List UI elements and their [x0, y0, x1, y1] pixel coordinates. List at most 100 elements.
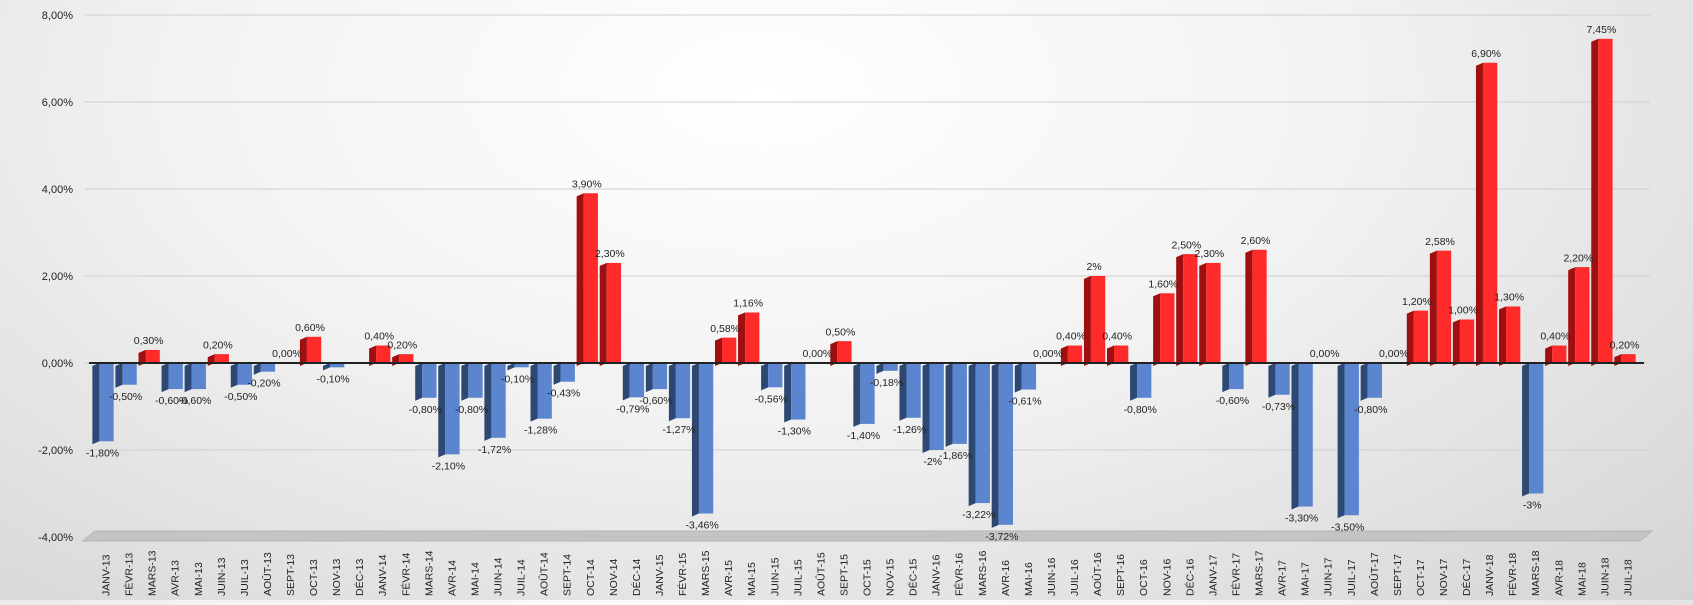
- bar: [1160, 293, 1175, 363]
- x-category-label: FÉVR-13: [123, 553, 136, 596]
- x-category-label: FÉVR-14: [399, 553, 412, 596]
- data-label: -3,46%: [685, 520, 718, 532]
- bar: [191, 363, 206, 390]
- x-category-label: SEPT-13: [285, 554, 297, 596]
- bar-side-face: [1153, 293, 1161, 366]
- x-category-label: OCT-16: [1138, 559, 1150, 596]
- bar: [1621, 354, 1636, 363]
- bar: [1137, 363, 1152, 398]
- bar: [721, 337, 737, 363]
- y-tick-label: 4,00%: [42, 184, 73, 196]
- bar-side-face: [138, 349, 146, 366]
- data-label: -1,27%: [662, 424, 695, 436]
- x-category-label: FÉVR-16: [953, 553, 966, 596]
- x-category-label: JUIL-16: [1069, 559, 1081, 596]
- x-category-label: MAI-14: [469, 562, 481, 596]
- data-label: -0,80%: [1124, 404, 1157, 416]
- bar: [537, 363, 552, 419]
- bar-side-face: [1291, 363, 1299, 510]
- bar: [1183, 254, 1198, 363]
- bar-side-face: [830, 341, 838, 366]
- x-category-label: JUIN-17: [1323, 557, 1335, 596]
- data-label: -0,61%: [1008, 396, 1041, 408]
- x-category-label: JUIN-15: [769, 557, 781, 596]
- bars: [92, 38, 1636, 528]
- data-label: -0,10%: [501, 373, 534, 385]
- bar-side-face: [369, 345, 377, 366]
- data-label: 0,30%: [134, 335, 164, 347]
- x-category-label: FÉVR-18: [1506, 553, 1519, 596]
- bar-side-face: [1360, 363, 1368, 401]
- bar-side-face: [1176, 254, 1184, 366]
- bar-side-face: [714, 337, 722, 366]
- data-label: 2,30%: [595, 248, 625, 260]
- x-category-label: FÉVR-17: [1229, 553, 1242, 596]
- x-category-label: MAI-15: [746, 562, 758, 596]
- bar: [260, 363, 276, 372]
- bar-side-face: [945, 363, 953, 447]
- bar: [445, 363, 460, 455]
- bar: [329, 363, 345, 368]
- x-category-label: AVR-17: [1277, 560, 1289, 596]
- bar-side-face: [1014, 363, 1022, 393]
- bar-side-face: [645, 363, 653, 393]
- bar-side-face: [622, 363, 630, 401]
- data-label: -3,22%: [962, 509, 995, 521]
- y-tick-label: 6,00%: [42, 97, 73, 109]
- data-label: 0,60%: [295, 322, 325, 334]
- bar-side-face: [1452, 319, 1460, 366]
- data-label: 7,45%: [1587, 24, 1617, 36]
- bar: [1298, 363, 1313, 507]
- bar-side-face: [1083, 276, 1091, 366]
- y-tick-label: 2,00%: [42, 271, 73, 283]
- bar-side-face: [1268, 363, 1276, 398]
- x-category-label: MARS-15: [700, 550, 712, 596]
- data-label: -0,10%: [316, 373, 349, 385]
- bar-side-face: [853, 363, 861, 427]
- bar: [422, 363, 437, 398]
- x-category-label: JANV-16: [931, 554, 943, 596]
- bar-side-face: [1522, 363, 1530, 497]
- data-label: -0,50%: [109, 391, 142, 403]
- bar: [1229, 363, 1244, 390]
- gridlines: [85, 14, 1650, 538]
- bar: [698, 363, 714, 514]
- y-tick-label: -4,00%: [38, 532, 73, 544]
- data-label: 1,00%: [1448, 305, 1478, 317]
- x-category-label: NOV-17: [1438, 558, 1450, 596]
- x-category-label: AVR-13: [170, 560, 182, 596]
- x-category-label: OCT-17: [1415, 559, 1427, 596]
- bar: [952, 363, 967, 444]
- bar-side-face: [115, 363, 123, 388]
- y-tick-label: -2,00%: [38, 445, 73, 457]
- x-category-label: DÉC-15: [907, 558, 920, 596]
- bar-side-face: [922, 363, 930, 453]
- data-label: -1,40%: [847, 430, 880, 442]
- bar-side-face: [1545, 345, 1553, 366]
- bar-side-face: [184, 363, 192, 393]
- data-label: 0,40%: [364, 331, 394, 343]
- bar: [1206, 262, 1221, 363]
- bar: [1459, 319, 1475, 363]
- x-category-label: JUIL-15: [792, 559, 804, 596]
- bar: [791, 363, 806, 420]
- bar-side-face: [899, 363, 907, 421]
- y-tick-label: 8,00%: [42, 10, 73, 22]
- x-category-label: JUIL-14: [516, 559, 528, 596]
- bar-side-face: [415, 363, 423, 401]
- x-category-label: MAI-18: [1576, 562, 1588, 596]
- data-label: -0,80%: [409, 404, 442, 416]
- data-label: 0,20%: [203, 339, 233, 351]
- bar: [376, 345, 391, 363]
- bar: [168, 363, 183, 390]
- data-label: 0,00%: [1310, 348, 1340, 360]
- bar: [1575, 267, 1590, 363]
- data-label: 0,00%: [802, 348, 832, 360]
- data-label: 2,60%: [1241, 235, 1271, 247]
- bar-side-face: [1060, 345, 1068, 366]
- x-category-label: DÉC-16: [1183, 558, 1196, 596]
- x-category-label: MARS-14: [423, 550, 435, 596]
- bar: [837, 341, 852, 363]
- bar: [1529, 363, 1544, 494]
